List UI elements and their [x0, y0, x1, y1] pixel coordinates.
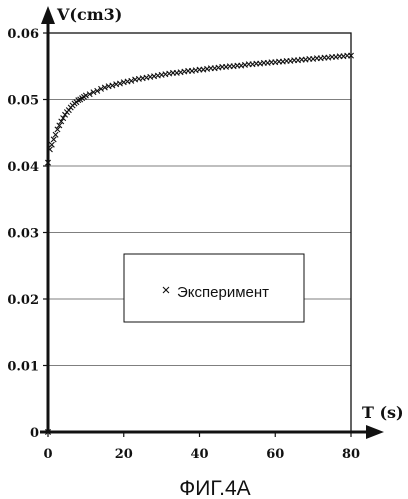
y-tick-label: 0.02 [7, 293, 39, 308]
y-tick-label: 0.04 [7, 160, 39, 175]
y-axis-label: V(cm3) [56, 5, 122, 24]
x-tick-label: 40 [190, 447, 208, 462]
gridlines [48, 100, 351, 366]
legend-label: Эксперимент [177, 284, 269, 301]
y-tick-label: 0.05 [7, 94, 39, 109]
axes [40, 6, 384, 439]
x-axis-arrow [366, 425, 384, 439]
legend: Эксперимент [124, 254, 304, 322]
x-tick-label: 60 [266, 447, 284, 462]
series-experiment [45, 53, 353, 435]
data-point [53, 132, 58, 137]
y-tick-label: 0 [30, 426, 39, 441]
x-tick-label: 0 [43, 447, 52, 462]
data-point [51, 137, 56, 142]
y-tick-label: 0.01 [7, 360, 39, 375]
x-tick-label: 80 [342, 447, 360, 462]
y-axis-arrow [41, 6, 55, 24]
y-axis-ticks: 0 0.01 0.02 0.03 0.04 0.05 0.06 [7, 27, 48, 441]
y-tick-label: 0.03 [7, 227, 39, 242]
x-tick-label: 20 [115, 447, 133, 462]
figure-caption: ФИГ.4А [179, 477, 250, 499]
x-axis-label: T (s) [362, 403, 404, 422]
x-axis-ticks: 0 20 40 60 80 [43, 432, 360, 462]
data-point [49, 142, 54, 147]
y-tick-label: 0.06 [7, 27, 39, 42]
